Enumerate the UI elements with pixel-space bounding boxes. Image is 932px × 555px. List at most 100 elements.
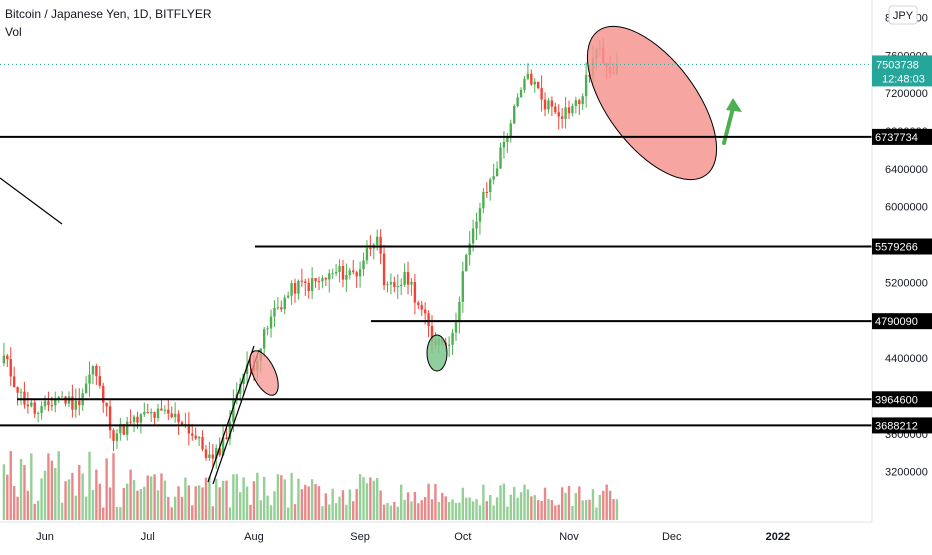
volume-bar <box>36 500 40 520</box>
volume-bar <box>146 475 149 520</box>
candle-body <box>475 221 478 229</box>
volume-bar <box>376 478 379 520</box>
candle-body <box>578 100 581 105</box>
volume-bar <box>170 507 173 520</box>
current-price-tag-value: 7503738 <box>876 59 919 71</box>
volume-bar <box>482 484 485 520</box>
candle-body <box>355 272 358 277</box>
candle-body <box>125 421 129 435</box>
volume-bar <box>156 490 160 520</box>
volume-label: Vol <box>5 25 22 39</box>
volume-bar <box>451 499 454 520</box>
volume-bar <box>204 477 208 520</box>
candle-body <box>143 412 146 415</box>
volume-bar <box>54 468 57 520</box>
time-tick-label[interactable]: Aug <box>244 531 264 543</box>
price-tick-label[interactable]: 6400000 <box>885 164 928 176</box>
volume-bar <box>348 489 352 520</box>
volume-bar <box>334 503 338 520</box>
volume-bar <box>478 505 482 520</box>
volume-bar <box>358 474 362 520</box>
candle-body <box>334 271 338 274</box>
volume-bar <box>225 480 228 520</box>
volume-bar <box>12 485 16 520</box>
candle-body <box>386 284 389 286</box>
level-price-tag <box>872 238 932 255</box>
candle-body <box>389 282 393 285</box>
candle-body <box>478 208 482 222</box>
volume-bar <box>355 489 358 520</box>
volume-bar <box>40 478 43 520</box>
candle-body <box>523 78 526 90</box>
volume-bar <box>574 493 578 520</box>
price-tick-label[interactable]: 4400000 <box>885 353 928 365</box>
volume-bar <box>286 507 290 520</box>
candle-body <box>471 228 475 244</box>
candle-body <box>293 283 297 294</box>
volume-bar <box>588 499 591 520</box>
volume-bar <box>530 496 533 520</box>
candle-body <box>239 383 242 394</box>
volume-bar <box>399 484 403 520</box>
current-price-tag-countdown: 12:48:03 <box>882 73 925 85</box>
candle-body <box>153 412 156 419</box>
candle-body <box>54 399 57 406</box>
candle-body <box>482 191 485 209</box>
candle-body <box>12 376 16 388</box>
candle-body <box>324 278 328 280</box>
time-tick-label[interactable]: Dec <box>662 531 682 543</box>
candle-body <box>60 396 64 398</box>
time-tick-label[interactable]: Jun <box>36 531 54 543</box>
time-axis-background <box>0 522 932 550</box>
candle-body <box>310 278 314 292</box>
candle-body <box>530 73 533 85</box>
time-tick-label[interactable]: Nov <box>559 531 579 543</box>
currency-button[interactable]: JPY <box>888 5 918 25</box>
volume-bar <box>581 500 584 520</box>
candle-body <box>139 414 143 423</box>
candle-body <box>581 96 584 105</box>
volume-bar <box>310 479 314 520</box>
candle-body <box>95 366 98 377</box>
currency-button-label[interactable]: JPY <box>893 10 914 22</box>
volume-bar <box>108 487 112 520</box>
volume-bar <box>259 500 262 520</box>
volume-bar <box>441 492 444 520</box>
time-tick-label[interactable]: 2022 <box>766 531 790 543</box>
candle-body <box>276 307 280 309</box>
volume-bar <box>533 495 536 520</box>
candle-body <box>376 236 379 245</box>
currency-button-frame[interactable] <box>888 5 918 25</box>
candle-body <box>266 328 269 330</box>
volume-bar <box>341 490 345 520</box>
price-tick-label[interactable]: 5200000 <box>885 277 928 289</box>
candle-body <box>88 374 91 384</box>
volume-bar <box>84 496 88 520</box>
candle-body <box>420 305 423 310</box>
candle-body <box>458 301 461 323</box>
volume-bar <box>47 453 50 520</box>
price-tick-label[interactable]: 3200000 <box>885 467 928 479</box>
time-tick-label[interactable]: Oct <box>454 531 471 543</box>
candle-body <box>502 141 506 148</box>
drawings <box>0 25 742 485</box>
volume-bar <box>499 485 502 520</box>
volume-bar <box>67 479 71 520</box>
candle-body <box>550 100 554 107</box>
time-axis-ticks[interactable]: Jun Jul Aug Sep Oct Nov Dec 2022 <box>36 531 790 543</box>
candle-body <box>280 307 283 310</box>
price-tags: 6737734 5579266 4790090 3964600 3688212 75037… <box>872 55 932 434</box>
volume-bar <box>519 492 523 520</box>
volume-bar <box>119 507 122 520</box>
volume-bar <box>550 500 554 520</box>
volume-bar <box>578 486 581 520</box>
price-tick-label[interactable]: 6000000 <box>885 202 928 214</box>
candle-body <box>286 295 290 298</box>
volume-bar <box>78 464 81 520</box>
time-tick-label[interactable]: Jul <box>141 531 155 543</box>
time-tick-label[interactable]: Sep <box>350 531 370 543</box>
candle-body <box>262 329 266 349</box>
price-tick-label[interactable]: 7200000 <box>885 88 928 100</box>
volume-bar <box>249 504 252 520</box>
